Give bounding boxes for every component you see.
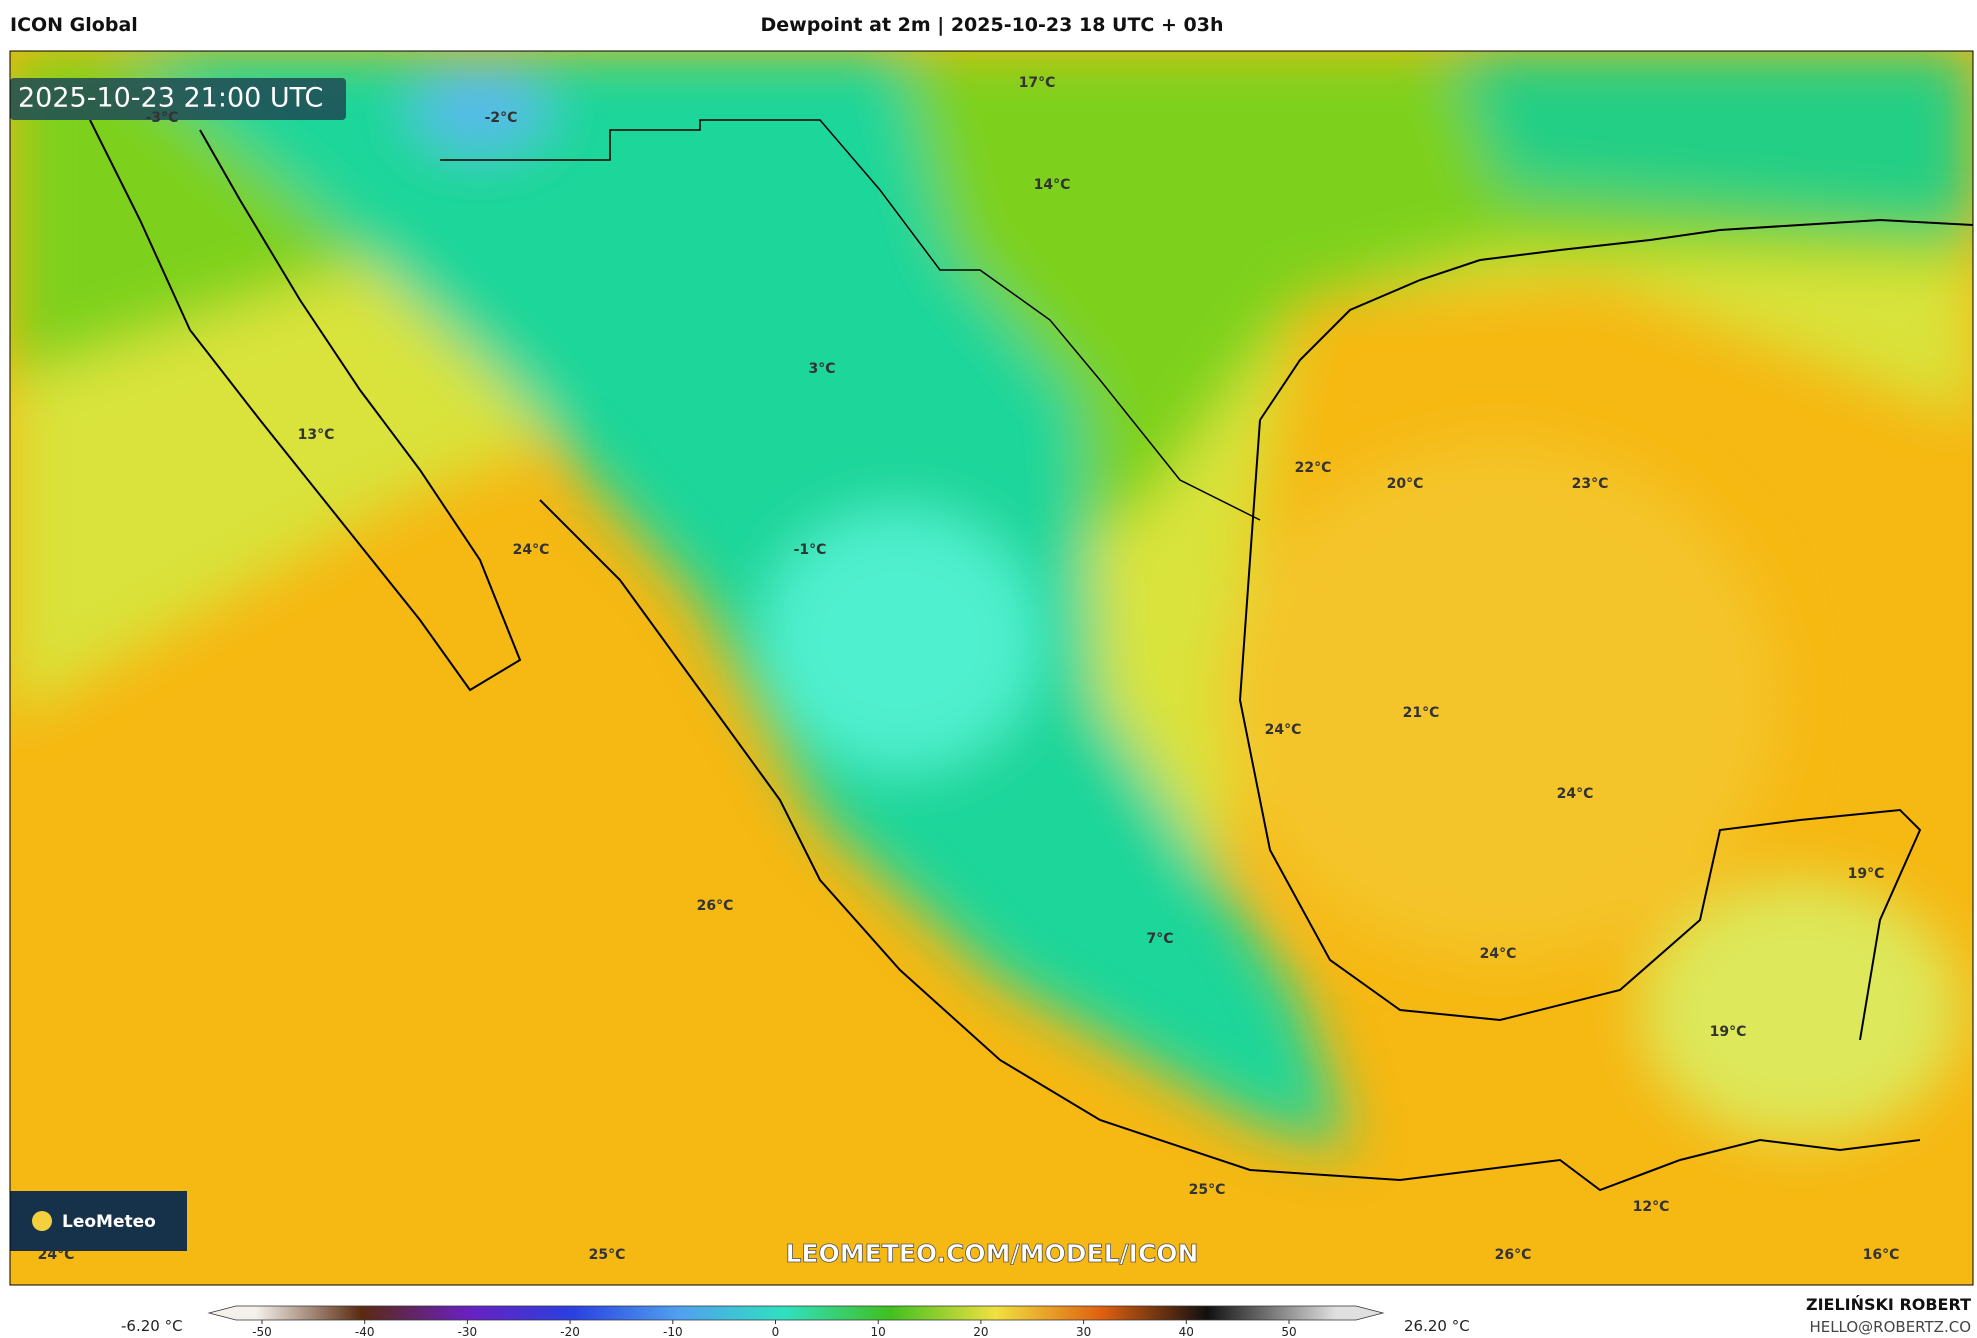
temperature-label: 14°C: [1034, 177, 1071, 193]
temperature-label: 26°C: [697, 898, 734, 914]
temperature-label: 3°C: [808, 361, 835, 377]
temperature-label: 19°C: [1848, 866, 1885, 882]
author: ZIELIŃSKI ROBERT: [1806, 1295, 1971, 1314]
colorbar-tick-label: -30: [458, 1325, 478, 1338]
temperature-label: 25°C: [589, 1247, 626, 1263]
temperature-label: 19°C: [1710, 1024, 1747, 1040]
legend-max: 26.20 °C: [1404, 1317, 1470, 1335]
temperature-label: 24°C: [513, 542, 550, 558]
contact: HELLO@ROBERTZ.CO: [1809, 1318, 1971, 1336]
temperature-label: 24°C: [1265, 722, 1302, 738]
temperature-label: 23°C: [1572, 476, 1609, 492]
colorbar-tick-label: -10: [663, 1325, 683, 1338]
temperature-label: 24°C: [1557, 786, 1594, 802]
colorbar-tick-label: 40: [1179, 1325, 1194, 1338]
colorbar: [207, 1305, 1385, 1321]
temperature-label: 12°C: [1633, 1199, 1670, 1215]
colorbar-tick-label: 50: [1281, 1325, 1296, 1338]
temperature-label: 25°C: [1189, 1182, 1226, 1198]
temperature-label: 22°C: [1295, 460, 1332, 476]
colorbar-tick-label: 20: [973, 1325, 988, 1338]
temperature-label: 21°C: [1403, 705, 1440, 721]
temperature-label: -1°C: [794, 542, 827, 558]
temperature-label: -3°C: [146, 110, 179, 126]
colorbar-tick-label: 30: [1076, 1325, 1091, 1338]
map-title: Dewpoint at 2m | 2025-10-23 18 UTC + 03h: [761, 14, 1224, 36]
legend-min: -6.20 °C: [121, 1317, 183, 1335]
temperature-label: 7°C: [1146, 931, 1173, 947]
temperature-label: 24°C: [1480, 946, 1517, 962]
model-name: ICON Global: [10, 14, 138, 36]
temperature-label: 16°C: [1863, 1247, 1900, 1263]
colorbar-tick-label: -40: [355, 1325, 375, 1338]
colorbar-tick-label: -50: [252, 1325, 272, 1338]
temperature-label: 26°C: [1495, 1247, 1532, 1263]
temperature-label: -2°C: [485, 110, 518, 126]
temperature-label: 13°C: [298, 427, 335, 443]
temperature-label: 20°C: [1387, 476, 1424, 492]
colorbar-tick-label: 0: [772, 1325, 780, 1338]
colorbar-tick-label: 10: [871, 1325, 886, 1338]
map: 2025-10-23 21:00 UTC -3°C -2°C 17°C 14°C 3°C…: [10, 51, 1973, 1285]
logo: LeoMeteo: [62, 1212, 156, 1232]
timestamp: 2025-10-23 21:00 UTC: [18, 83, 323, 114]
temperature-label: 17°C: [1019, 75, 1056, 91]
colorbar-tick-label: -20: [560, 1325, 580, 1338]
watermark: LEOMETEO.COM/MODEL/ICON: [785, 1239, 1198, 1268]
